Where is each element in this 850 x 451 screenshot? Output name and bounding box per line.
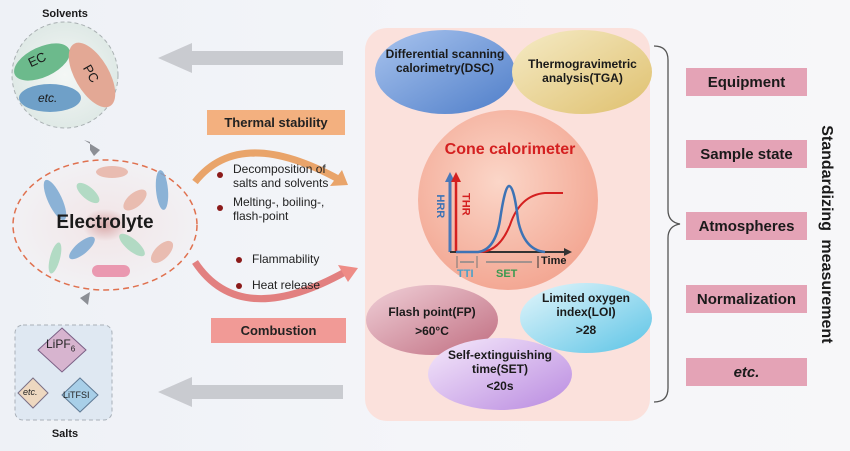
- ec-ellipse: [14, 43, 70, 81]
- loi-value: >28: [575, 323, 597, 337]
- combustion-curved-arrow: [192, 260, 347, 303]
- fp-ellipse: [366, 285, 498, 355]
- tti-label: TTI: [457, 268, 474, 280]
- fp-name: Flash point(FP): [388, 305, 476, 319]
- combustion-bullet-2: Heat release: [252, 278, 321, 292]
- electrolyte-label: Electrolyte: [56, 212, 154, 233]
- equipment-box: Equipment: [686, 68, 807, 96]
- litfsi-crystal: [61, 377, 99, 413]
- gray-arrow-bottom: [158, 377, 343, 407]
- bullet-dot: [236, 283, 242, 289]
- set-value: <20s: [486, 379, 514, 393]
- thermal-bullet-2: Melting-, boiling-, flash-point: [233, 195, 325, 223]
- combustion-bullet-1: Flammability: [252, 252, 320, 266]
- thermal-bullet-1: Decomposition of salts and solvents: [233, 162, 329, 190]
- brace: [653, 45, 681, 403]
- salts-title: Salts: [51, 428, 79, 440]
- tga-ellipse: [512, 30, 652, 114]
- etc-label: etc.: [38, 91, 58, 105]
- lipf6-label: LiPF6: [46, 337, 76, 354]
- salt-etc-label: etc.: [23, 387, 38, 397]
- set-chart-label: SET: [496, 268, 518, 280]
- set-ellipse: [428, 338, 572, 410]
- time-label: Time: [541, 255, 567, 267]
- combustion-label: Combustion: [211, 318, 346, 343]
- standardizing-title: Standardizing measurement: [818, 125, 836, 344]
- loi-name: Limited oxygen index(LOI): [541, 291, 630, 319]
- lipf6-crystal: [37, 327, 87, 373]
- etc-crystal: [17, 377, 49, 409]
- cone-title: Cone calorimeter: [444, 141, 576, 158]
- down-arrow: [84, 140, 100, 156]
- loi-ellipse: [520, 283, 652, 353]
- normalization-box: Normalization: [686, 285, 807, 313]
- atmospheres-box: Atmospheres: [686, 212, 807, 240]
- cone-chart: [445, 172, 572, 268]
- set-name: Self-extinguishing time(SET): [447, 348, 552, 376]
- litfsi-label: LiTFSI: [63, 390, 90, 400]
- up-arrow: [80, 292, 90, 305]
- cone-circle: [418, 110, 598, 290]
- thermal-stability-label: Thermal stability: [207, 110, 345, 135]
- sample-state-box: Sample state: [686, 140, 807, 168]
- tga-label: Thermogravimetric analysis(TGA): [528, 57, 637, 85]
- dsc-label: Differential scanning calorimetry(DSC): [385, 47, 505, 75]
- bullet-dot: [217, 172, 223, 178]
- gray-arrow-top: [158, 43, 343, 73]
- bullet-dot: [217, 205, 223, 211]
- pc-ellipse: [68, 42, 116, 108]
- thr-label: THR: [459, 193, 472, 216]
- etc-box: etc.: [686, 358, 807, 386]
- hrr-label: HRR: [434, 194, 447, 219]
- dsc-ellipse: [375, 30, 515, 114]
- etc-ellipse: [19, 84, 81, 112]
- thermal-curved-arrow: [192, 149, 342, 185]
- fp-value: >60°C: [415, 324, 449, 338]
- bullet-dot: [236, 257, 242, 263]
- solvents-title: Solvents: [42, 8, 88, 20]
